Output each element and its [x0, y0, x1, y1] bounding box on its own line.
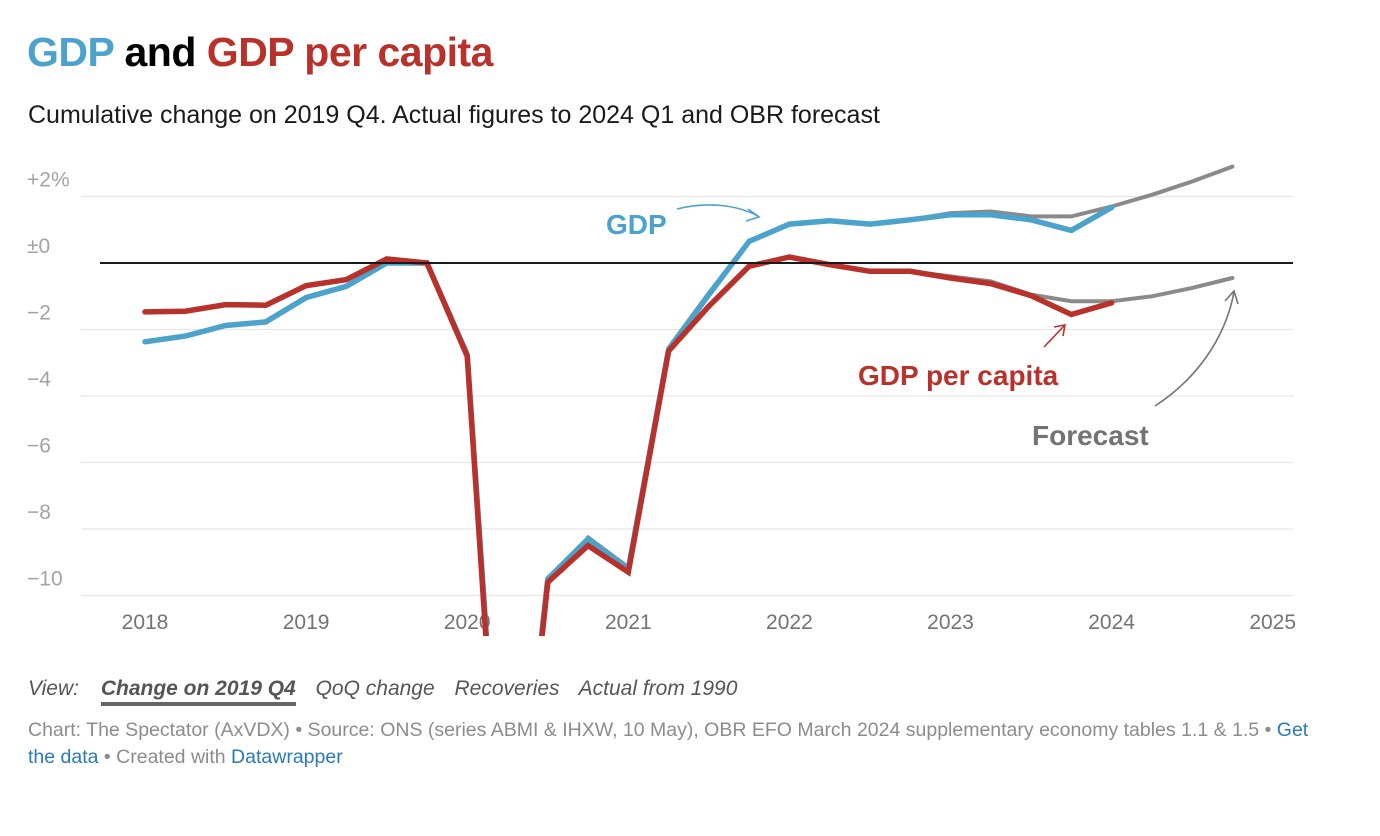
- view-selector: View: Change on 2019 Q4 QoQ change Recov…: [28, 677, 751, 706]
- view-label: View:: [28, 677, 79, 700]
- y-tick-label: −4: [27, 368, 51, 391]
- view-option-recoveries[interactable]: Recoveries: [454, 677, 560, 700]
- line-chart: +2% ±0 −2 −4 −6 −8 −10 2018 2019 2020 2021 2022 202…: [27, 164, 1296, 636]
- get-the-data-link[interactable]: Get the data: [28, 719, 1309, 768]
- y-tick-label: −10: [27, 568, 63, 591]
- y-tick-label: ±0: [27, 235, 50, 258]
- x-axis: 2018 2019 2020 2021 2022 2023 2024 2025: [122, 611, 1296, 634]
- title-gdp: GDP: [27, 29, 114, 75]
- series-line-gdp-per-capita: [142, 254, 1115, 636]
- y-axis: +2% ±0 −2 −4 −6 −8 −10: [27, 169, 70, 591]
- annotations: GDP GDP per capita Forecast: [606, 204, 1239, 451]
- series-line-gdp: [142, 204, 1115, 636]
- annotation-forecast-arrow: [1154, 291, 1235, 407]
- title-and: and: [113, 29, 207, 75]
- chart-footer: Chart: The Spectator (AxVDX) • Source: O…: [28, 717, 1318, 771]
- annotation-gdp-arrow: [676, 204, 759, 217]
- y-tick-label: −2: [27, 302, 51, 325]
- view-option-qoq-change[interactable]: QoQ change: [315, 677, 435, 700]
- y-tick-label: −6: [27, 435, 51, 458]
- x-tick-label: 2022: [766, 611, 813, 634]
- datawrapper-link[interactable]: Datawrapper: [231, 746, 343, 768]
- source-credit: Chart: The Spectator (AxVDX) • Source: O…: [28, 719, 1277, 741]
- x-tick-label: 2019: [283, 611, 330, 634]
- title-gdp-per-capita: GDP per capita: [206, 29, 494, 75]
- view-option-actual-from-1990[interactable]: Actual from 1990: [578, 677, 738, 700]
- annotation-forecast-arrowhead: [1224, 289, 1239, 305]
- x-tick-label: 2018: [122, 611, 169, 634]
- series-lines: [100, 164, 1293, 636]
- annotation-gdp: GDP: [606, 209, 667, 240]
- x-tick-label: 2025: [1249, 611, 1296, 634]
- y-tick-label: −8: [27, 501, 51, 524]
- gridlines: [81, 195, 1293, 597]
- view-option-change-on-2019-q4[interactable]: Change on 2019 Q4: [100, 677, 296, 706]
- y-tick-label: +2%: [27, 169, 70, 192]
- annotation-gdp-per-capita: GDP per capita: [858, 360, 1059, 391]
- x-tick-label: 2020: [444, 611, 491, 634]
- annotation-gdp-arrowhead: [745, 208, 761, 222]
- footer-separator: • Created with: [98, 746, 232, 768]
- x-tick-label: 2021: [605, 611, 652, 634]
- chart-subtitle: Cumulative change on 2019 Q4. Actual fig…: [28, 101, 880, 129]
- x-tick-label: 2023: [927, 611, 974, 634]
- series-line-gdp-per-capita-forecast: [908, 269, 1235, 304]
- annotation-gdp-per-capita-arrow: [1043, 325, 1065, 348]
- annotation-forecast: Forecast: [1032, 420, 1149, 451]
- annotation-gdp-per-capita-arrowhead: [1053, 324, 1066, 337]
- x-tick-label: 2024: [1088, 611, 1135, 634]
- chart-title: GDP and GDP per capita: [27, 24, 493, 80]
